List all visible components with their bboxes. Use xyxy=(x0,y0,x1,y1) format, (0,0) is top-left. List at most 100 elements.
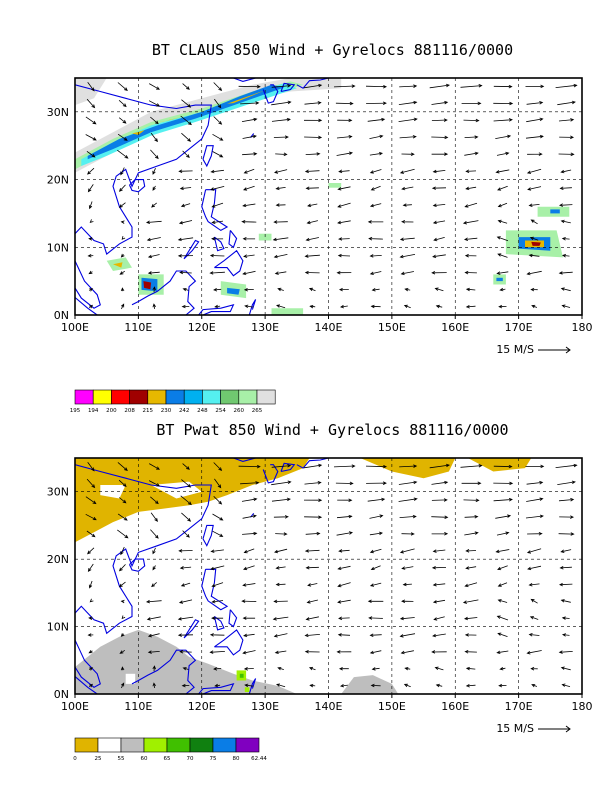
wind-vector xyxy=(304,515,323,519)
wind-vector xyxy=(399,464,418,468)
wind-vector xyxy=(560,219,571,224)
wind-vector xyxy=(498,304,507,309)
wind-vector xyxy=(399,548,415,554)
wind-vector xyxy=(304,270,320,275)
wind-vector xyxy=(242,583,256,587)
wind-vector xyxy=(498,683,507,688)
coastline xyxy=(183,619,200,639)
wind-vector xyxy=(275,582,286,587)
wind-vector xyxy=(368,616,383,620)
legend-swatch xyxy=(189,737,214,753)
wind-vector xyxy=(276,304,286,309)
wind-vector xyxy=(85,496,97,505)
wind-vector xyxy=(465,666,476,671)
wind-vector xyxy=(495,514,512,519)
wind-vector xyxy=(561,633,570,637)
wind-vector xyxy=(431,650,447,654)
wind-vector xyxy=(89,304,94,309)
wind-vector xyxy=(401,599,414,603)
wind-vector xyxy=(210,186,225,191)
wind-vector xyxy=(434,666,444,671)
shaded-region xyxy=(328,183,342,188)
legend-swatch xyxy=(220,389,240,405)
map-area xyxy=(75,458,582,694)
wind-vector xyxy=(150,132,158,143)
wind-vector xyxy=(242,203,256,208)
legend-swatch xyxy=(166,737,191,753)
wind-vector xyxy=(152,185,156,191)
wind-vector xyxy=(337,202,351,208)
wind-vector xyxy=(431,498,448,502)
wind-vector xyxy=(272,616,289,621)
wind-vector xyxy=(526,650,542,655)
legend-swatch xyxy=(235,737,260,753)
wind-vector xyxy=(463,237,478,241)
wind-vector xyxy=(528,633,540,637)
shaded-region xyxy=(75,78,107,106)
wind-vector xyxy=(431,515,449,519)
wind-vector xyxy=(242,531,258,536)
wind-vector xyxy=(145,599,162,604)
wind-vector xyxy=(210,169,224,174)
wind-vector xyxy=(557,100,576,106)
wind-vector xyxy=(150,496,159,505)
legend-label: 65 xyxy=(164,756,171,762)
wind-vector xyxy=(304,169,320,174)
wind-vector xyxy=(118,479,127,488)
wind-vector xyxy=(120,303,125,310)
wind-vector xyxy=(559,135,575,140)
wind-vector xyxy=(243,633,255,638)
wind-vector xyxy=(432,599,446,604)
wind-vector xyxy=(275,683,286,688)
wind-vector xyxy=(337,118,353,123)
wind-vector xyxy=(178,169,193,173)
color-legend: 195 194 200 208 215 230 242 248 254 260 265 xyxy=(70,389,276,414)
wind-vector xyxy=(337,498,353,502)
wind-vector xyxy=(180,582,191,587)
wind-vector xyxy=(465,287,476,292)
wind-vector xyxy=(370,304,381,309)
wind-vector xyxy=(402,582,412,587)
wind-vector xyxy=(369,169,382,174)
wind-vector xyxy=(88,580,93,589)
wind-vector xyxy=(463,118,480,123)
shaded-region xyxy=(239,673,244,678)
wind-vector xyxy=(238,464,261,469)
wind-vector xyxy=(561,683,571,687)
wind-vector xyxy=(339,683,348,688)
wind-vector xyxy=(211,237,224,241)
wind-vector xyxy=(182,150,190,159)
wind-vector xyxy=(496,650,509,654)
wind-vector xyxy=(87,461,95,472)
wind-vector xyxy=(399,237,415,241)
wind-vector xyxy=(304,481,322,485)
wind-vector xyxy=(118,100,127,108)
wind-vector xyxy=(369,271,382,275)
legend-label: 0 xyxy=(73,756,77,762)
wind-vector xyxy=(121,615,126,620)
wind-vector xyxy=(304,650,320,654)
wind-vector xyxy=(87,253,94,258)
wind-vector xyxy=(179,566,192,570)
x-tick-label: 160E xyxy=(441,321,469,334)
wind-vector xyxy=(117,149,129,159)
wind-vector xyxy=(243,254,255,258)
coastline xyxy=(75,464,212,688)
legend-label: 254 xyxy=(215,408,226,414)
wind-vector xyxy=(499,287,506,292)
wind-vector xyxy=(371,667,380,671)
wind-vector xyxy=(152,303,157,309)
wind-vector xyxy=(431,270,447,275)
wind-vector xyxy=(404,667,411,671)
legend-swatch xyxy=(120,737,145,753)
wind-vector xyxy=(150,149,159,160)
wind-vector xyxy=(432,254,446,259)
wind-vector xyxy=(242,650,256,655)
x-tick-label: 110E xyxy=(124,700,152,713)
wind-vector xyxy=(560,549,572,553)
wind-vector xyxy=(558,152,575,157)
wind-vector xyxy=(275,186,286,191)
wind-vector xyxy=(304,101,322,105)
coastline xyxy=(228,609,238,628)
wind-vector xyxy=(274,548,288,554)
